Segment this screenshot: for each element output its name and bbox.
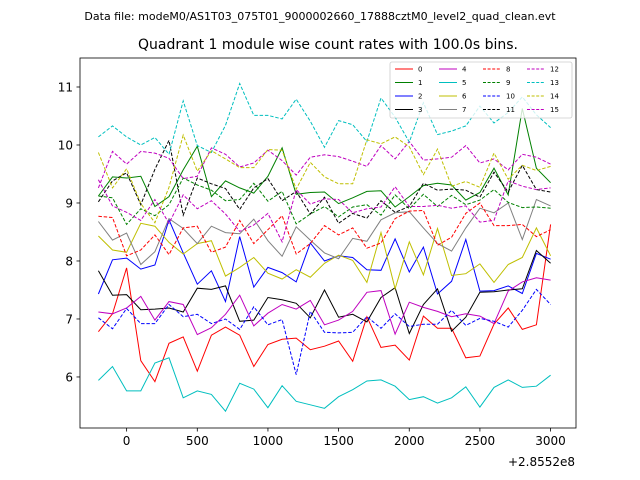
legend-label-9: 9 xyxy=(506,79,510,87)
y-tick-label: 10 xyxy=(58,138,73,152)
series-line-4 xyxy=(98,277,551,336)
series-line-2 xyxy=(97,218,551,304)
data-file-label: Data file: modeM0/AS1T03_075T01_90000026… xyxy=(84,10,556,23)
legend-label-14: 14 xyxy=(550,93,559,101)
legend-label-3: 3 xyxy=(418,106,422,114)
series-line-0 xyxy=(98,224,552,383)
series-line-13 xyxy=(98,82,551,156)
x-tick-label: 1500 xyxy=(323,434,354,448)
series-line-8 xyxy=(98,202,551,257)
legend-label-15: 15 xyxy=(550,106,559,114)
series-line-10 xyxy=(98,288,551,375)
y-tick-label: 11 xyxy=(58,80,73,94)
x-tick-label: 2500 xyxy=(465,434,496,448)
chart-title: Quadrant 1 module wise count rates with … xyxy=(138,37,518,53)
legend-label-8: 8 xyxy=(506,66,510,74)
y-tick-label: 9 xyxy=(65,196,73,210)
legend-label-4: 4 xyxy=(462,66,467,74)
series-line-9 xyxy=(98,177,551,226)
y-tick-label: 8 xyxy=(65,254,73,268)
series-line-11 xyxy=(97,138,551,225)
legend-label-5: 5 xyxy=(462,79,466,87)
series-layer xyxy=(97,82,552,413)
legend-label-11: 11 xyxy=(506,106,515,114)
series-line-15 xyxy=(97,179,551,244)
legend-label-6: 6 xyxy=(462,93,467,101)
legend-label-2: 2 xyxy=(418,93,422,101)
series-line-7 xyxy=(98,198,551,266)
series-line-3 xyxy=(97,249,551,335)
x-offset-label: +2.8552e8 xyxy=(508,455,575,469)
x-tick-label: 500 xyxy=(186,434,209,448)
series-line-6 xyxy=(98,222,552,291)
y-tick-label: 7 xyxy=(65,312,73,326)
x-tick-label: 2000 xyxy=(394,434,425,448)
y-tick-label: 6 xyxy=(65,370,73,384)
legend-label-13: 13 xyxy=(550,79,559,87)
legend-label-7: 7 xyxy=(462,106,466,114)
plot-frame xyxy=(79,57,577,429)
x-tick-label: 1000 xyxy=(253,434,284,448)
series-line-12 xyxy=(97,140,551,189)
legend-label-12: 12 xyxy=(550,66,559,74)
legend-label-10: 10 xyxy=(506,93,515,101)
legend-label-1: 1 xyxy=(418,79,422,87)
legend-frame xyxy=(389,61,573,119)
y-axis: 6 7 8 9 10 11 xyxy=(58,80,80,384)
x-tick-label: 3000 xyxy=(535,434,566,448)
legend-label-0: 0 xyxy=(418,66,422,74)
x-tick-label: 0 xyxy=(123,434,131,448)
x-axis: 0 500 1000 1500 2000 2500 3000 xyxy=(123,428,566,448)
series-line-5 xyxy=(98,357,551,413)
